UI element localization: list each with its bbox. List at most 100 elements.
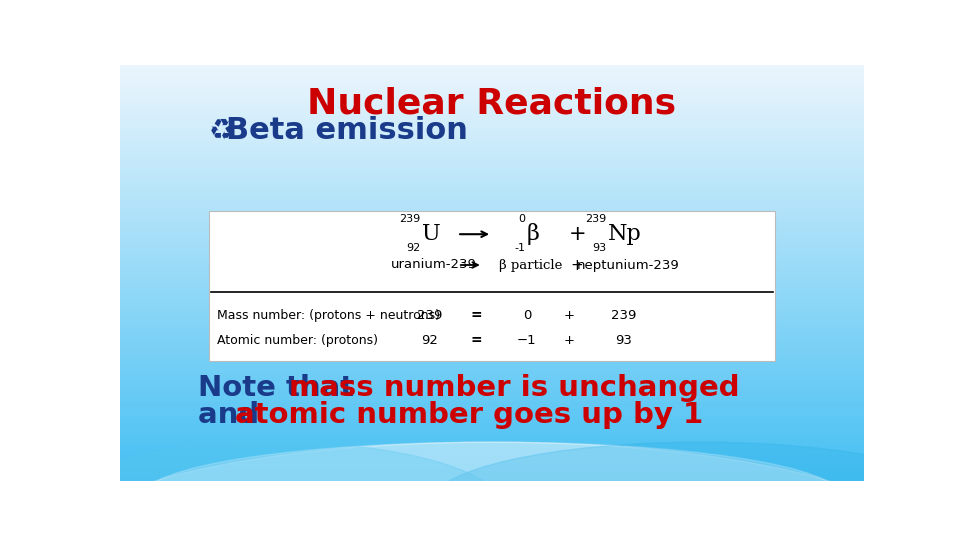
Bar xyxy=(120,165,864,166)
Bar xyxy=(120,184,864,185)
Bar xyxy=(120,214,864,216)
Bar xyxy=(120,246,864,248)
Bar xyxy=(120,123,864,124)
Bar xyxy=(120,192,864,194)
Bar xyxy=(120,152,864,153)
Bar xyxy=(120,91,864,92)
Bar xyxy=(120,106,864,108)
Bar xyxy=(120,210,864,212)
Bar xyxy=(120,194,864,195)
Bar xyxy=(120,180,864,181)
Bar xyxy=(120,151,864,152)
Bar xyxy=(120,221,864,223)
Bar xyxy=(120,307,864,309)
Text: mass number is unchanged: mass number is unchanged xyxy=(289,374,739,402)
Text: Atomic number: (protons): Atomic number: (protons) xyxy=(217,334,378,347)
Bar xyxy=(120,126,864,127)
Bar xyxy=(120,367,864,368)
Bar xyxy=(120,421,864,422)
Bar xyxy=(120,465,864,467)
Bar xyxy=(120,166,864,167)
Bar xyxy=(120,374,864,375)
Text: and: and xyxy=(198,401,269,429)
Bar xyxy=(120,468,864,469)
Text: Beta emission: Beta emission xyxy=(227,116,468,145)
Bar xyxy=(120,386,864,388)
Bar xyxy=(120,388,864,389)
Bar xyxy=(120,111,864,112)
Bar xyxy=(120,234,864,235)
Text: 239: 239 xyxy=(418,308,443,321)
Bar xyxy=(120,349,864,350)
Bar xyxy=(120,392,864,393)
Bar xyxy=(120,138,864,140)
Bar xyxy=(120,168,864,170)
Bar xyxy=(120,260,864,261)
Bar xyxy=(120,131,864,133)
Text: U: U xyxy=(422,223,441,245)
Bar xyxy=(120,119,864,120)
Bar xyxy=(120,396,864,397)
Bar xyxy=(120,167,864,168)
Bar xyxy=(120,414,864,415)
Bar xyxy=(120,114,864,116)
Bar xyxy=(120,277,864,278)
Bar xyxy=(120,237,864,238)
Text: 92: 92 xyxy=(421,334,439,347)
Bar xyxy=(120,378,864,380)
Bar xyxy=(120,463,864,464)
Bar xyxy=(120,300,864,302)
Bar xyxy=(120,265,864,266)
Bar xyxy=(120,173,864,174)
Text: +: + xyxy=(568,224,586,244)
Bar xyxy=(120,181,864,183)
Bar xyxy=(120,227,864,228)
Bar xyxy=(120,292,864,294)
Bar xyxy=(120,339,864,341)
Bar xyxy=(120,239,864,241)
Bar xyxy=(120,287,864,288)
Bar xyxy=(120,457,864,458)
Bar xyxy=(120,258,864,259)
Bar xyxy=(120,316,864,317)
Bar xyxy=(120,393,864,395)
Bar xyxy=(120,389,864,390)
Text: 239: 239 xyxy=(586,214,607,224)
Text: ♻: ♻ xyxy=(209,116,234,144)
Bar xyxy=(120,76,864,77)
Text: neptunium-239: neptunium-239 xyxy=(576,259,679,272)
Bar xyxy=(120,109,864,111)
Bar xyxy=(120,197,864,198)
Text: +: + xyxy=(564,308,575,321)
Bar xyxy=(120,422,864,424)
Bar xyxy=(120,390,864,392)
Bar xyxy=(120,274,864,275)
Ellipse shape xyxy=(143,442,841,540)
Bar xyxy=(120,371,864,373)
Bar xyxy=(120,360,864,361)
Bar xyxy=(120,89,864,90)
Bar xyxy=(120,143,864,144)
Bar xyxy=(120,70,864,72)
Bar xyxy=(120,321,864,322)
Bar xyxy=(120,406,864,407)
Bar xyxy=(120,185,864,187)
Bar xyxy=(120,464,864,465)
Bar xyxy=(120,278,864,280)
Text: β particle: β particle xyxy=(499,259,563,272)
Bar xyxy=(120,259,864,260)
Bar xyxy=(120,90,864,91)
Bar xyxy=(120,317,864,319)
Bar xyxy=(120,449,864,450)
Bar xyxy=(120,174,864,176)
Bar xyxy=(120,217,864,219)
Bar xyxy=(120,471,864,472)
Bar xyxy=(120,213,864,214)
Bar xyxy=(120,207,864,209)
Bar xyxy=(120,309,864,310)
Bar xyxy=(120,294,864,295)
Bar xyxy=(120,352,864,353)
Bar xyxy=(120,285,864,287)
Bar xyxy=(120,443,864,444)
Bar xyxy=(120,156,864,158)
